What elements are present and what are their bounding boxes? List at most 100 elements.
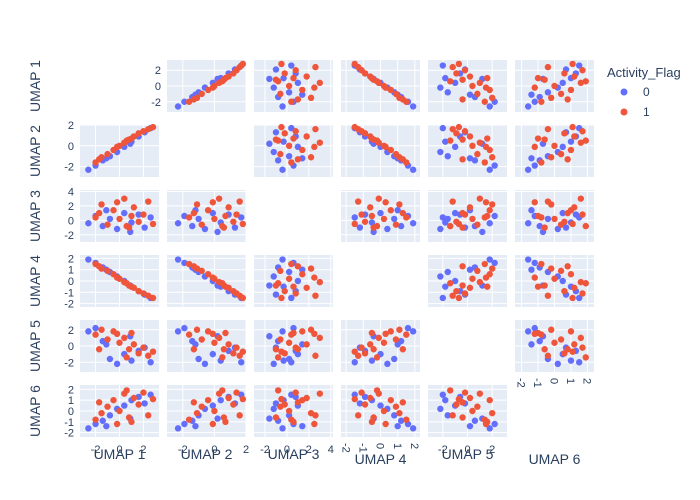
data-point-series-1: [230, 218, 237, 225]
data-point-series-1: [461, 67, 469, 74]
data-point-series-1: [125, 346, 133, 353]
data-point-series-1: [294, 96, 302, 103]
subplot-3-6: [515, 190, 594, 242]
data-point-series-1: [130, 341, 138, 348]
y-axis-title: UMAP 6: [27, 385, 43, 437]
data-point-series-1: [469, 82, 476, 90]
data-point-series-0: [471, 417, 479, 424]
subplot-2-4: [341, 123, 420, 177]
data-point-series-1: [281, 70, 288, 77]
x-axis-title: UMAP 1: [94, 446, 146, 462]
data-point-series-1: [95, 346, 103, 353]
data-point-series-1: [121, 195, 128, 202]
data-point-series-0: [437, 225, 444, 233]
data-point-series-1: [272, 414, 280, 421]
data-point-series-1: [233, 211, 240, 218]
data-point-series-1: [548, 94, 555, 102]
data-point-series-1: [361, 218, 369, 225]
data-point-series-1: [459, 209, 466, 217]
data-point-series-1: [123, 354, 130, 361]
data-point-series-0: [290, 324, 297, 332]
data-point-series-1: [95, 263, 103, 270]
data-point-series-0: [442, 396, 449, 404]
data-point-series-1: [544, 352, 552, 359]
data-point-series-0: [466, 155, 474, 162]
data-point-series-1: [449, 198, 456, 205]
data-point-series-1: [219, 387, 226, 394]
y-tick-label: 2: [68, 201, 74, 213]
data-point-series-1: [564, 346, 571, 353]
data-point-series-1: [239, 395, 247, 403]
data-point-series-1: [392, 403, 400, 410]
y-tick-label: 4: [68, 186, 74, 198]
data-point-series-0: [231, 224, 239, 231]
data-point-series-0: [491, 420, 498, 428]
legend-item-1[interactable]: 1: [620, 105, 651, 119]
data-point-series-0: [147, 214, 154, 221]
data-point-series-1: [104, 403, 111, 410]
data-point-series-1: [121, 334, 128, 342]
data-point-series-1: [459, 399, 466, 406]
data-point-series-0: [451, 209, 459, 217]
data-point-series-1: [285, 407, 293, 415]
data-point-series-0: [266, 140, 273, 147]
data-point-series-1: [303, 73, 310, 80]
data-point-series-0: [294, 277, 302, 285]
data-point-series-1: [567, 271, 575, 278]
data-point-series-1: [222, 212, 229, 220]
data-point-series-1: [236, 412, 243, 419]
y-tick-label: 2: [68, 253, 74, 265]
data-point-series-1: [484, 418, 491, 426]
data-point-series-0: [409, 220, 417, 227]
data-point-series-0: [559, 143, 566, 151]
data-point-series-0: [536, 337, 543, 345]
data-point-series-0: [528, 266, 535, 273]
data-point-series-1: [128, 329, 135, 337]
data-point-series-1: [351, 60, 358, 68]
data-point-series-0: [444, 89, 451, 96]
data-point-series-0: [559, 79, 566, 87]
data-point-series-0: [437, 148, 444, 156]
data-point-series-1: [488, 154, 496, 161]
subplot-1-2: [167, 60, 247, 112]
data-point-series-0: [404, 324, 412, 332]
data-point-series-1: [474, 221, 481, 228]
data-point-series-1: [225, 341, 232, 348]
data-point-series-0: [195, 215, 202, 223]
data-point-series-0: [103, 341, 110, 348]
data-point-series-0: [466, 266, 474, 273]
subplot-4-1: [80, 255, 159, 307]
data-point-series-1: [285, 142, 293, 149]
data-point-series-1: [447, 137, 454, 144]
data-point-series-0: [174, 425, 182, 432]
data-point-series-0: [442, 74, 449, 82]
data-point-series-1: [354, 198, 362, 205]
data-point-series-1: [316, 278, 324, 286]
data-point-series-1: [285, 82, 293, 90]
data-point-series-1: [459, 76, 466, 83]
data-point-series-0: [214, 415, 221, 422]
data-point-series-0: [209, 350, 217, 358]
legend-marker: [620, 88, 628, 96]
data-point-series-1: [399, 346, 407, 353]
subplot-4-6: [515, 255, 594, 307]
data-point-series-1: [544, 292, 552, 299]
data-point-series-1: [561, 287, 568, 295]
data-point-series-1: [569, 348, 576, 355]
subplot-6-3: [254, 385, 333, 437]
data-point-series-1: [380, 407, 388, 415]
y-tick-label: 0: [68, 341, 74, 353]
data-point-series-1: [299, 328, 306, 335]
data-point-series-1: [577, 334, 585, 342]
data-point-series-1: [561, 130, 568, 137]
data-point-series-1: [290, 283, 297, 290]
legend-item-0[interactable]: 0: [620, 85, 651, 99]
data-point-series-1: [316, 390, 324, 397]
data-point-series-1: [486, 396, 493, 404]
data-point-series-1: [582, 354, 589, 361]
subplot-3-5: [428, 190, 507, 242]
data-point-series-0: [92, 324, 99, 332]
data-point-series-0: [444, 412, 451, 419]
data-point-series-1: [98, 409, 105, 417]
data-point-series-1: [149, 123, 157, 131]
